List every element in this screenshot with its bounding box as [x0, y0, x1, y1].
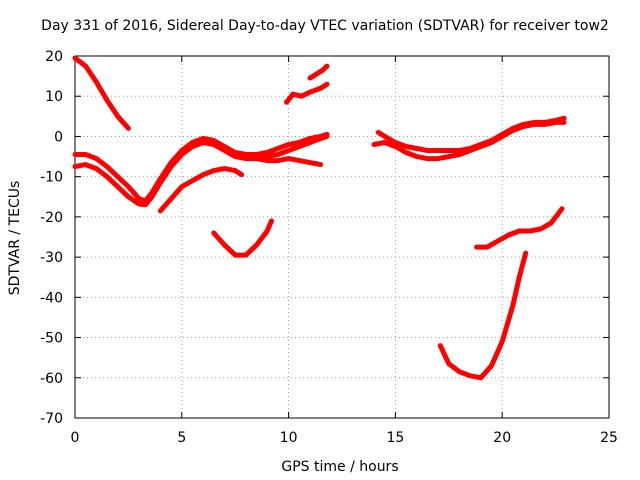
y-axis-label: SDTVAR / TECUs [7, 181, 23, 296]
grid [75, 56, 609, 418]
series-arc-2 [72, 131, 330, 204]
y-tick-label: 20 [45, 49, 63, 65]
series-arc-3 [72, 133, 330, 208]
x-tick-label: 5 [177, 430, 186, 446]
series-arc-1 [72, 55, 131, 131]
series-arc-12 [437, 250, 529, 381]
x-tick-label: 0 [71, 430, 80, 446]
chart-title: Day 331 of 2016, Sidereal Day-to-day VTE… [41, 18, 609, 34]
series-arc-8 [307, 63, 330, 81]
x-axis-label: GPS time / hours [281, 459, 398, 475]
y-tick-label: -70 [40, 411, 63, 427]
y-tick-label: -40 [40, 290, 63, 306]
axis-ticks: 0 5 10 15 20 25 20 10 0 -10 -20 -30 -40 -50 -60 -70 [40, 49, 618, 446]
series-arc-11 [474, 206, 565, 250]
series-arc-4 [157, 166, 245, 214]
y-tick-label: 10 [45, 89, 63, 105]
y-tick-label: -10 [40, 170, 63, 186]
series-arc-7 [284, 81, 330, 105]
x-tick-label: 25 [600, 430, 618, 446]
x-tick-label: 15 [386, 430, 404, 446]
x-tick-label: 20 [493, 430, 511, 446]
plot-frame [74, 55, 610, 419]
y-tick-label: 0 [54, 129, 63, 145]
series-arc-6 [211, 218, 274, 258]
y-tick-label: -60 [40, 371, 63, 387]
series-arc-10 [371, 119, 567, 162]
y-tick-label: -30 [40, 250, 63, 266]
series-arc-5 [243, 154, 324, 168]
y-tick-label: -20 [40, 210, 63, 226]
data-series [72, 55, 567, 381]
x-tick-label: 10 [280, 430, 298, 446]
y-tick-label: -50 [40, 331, 63, 347]
